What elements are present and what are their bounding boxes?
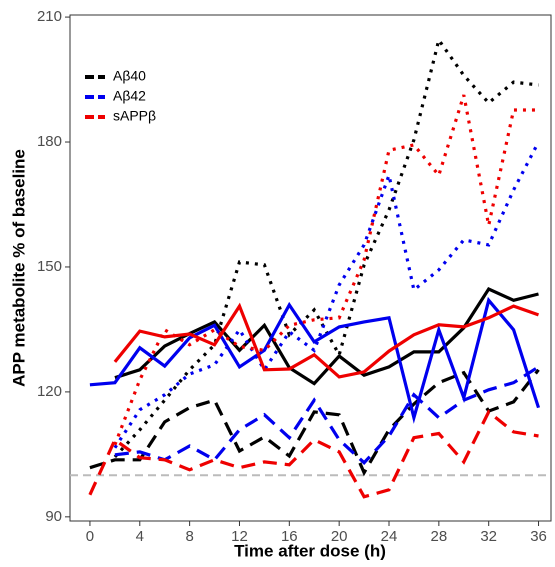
x-tick-label: 12 bbox=[231, 528, 248, 545]
y-tick-label: 210 bbox=[37, 8, 62, 25]
series-line bbox=[89, 296, 541, 424]
series-line bbox=[114, 365, 540, 465]
series-line bbox=[113, 302, 540, 379]
legend-label: Aβ40 bbox=[113, 68, 146, 84]
y-tick-label: 150 bbox=[37, 258, 62, 275]
series-line bbox=[88, 409, 539, 499]
x-tick-label: 0 bbox=[86, 528, 94, 545]
legend-label: Aβ42 bbox=[113, 88, 146, 104]
y-tick-label: 180 bbox=[37, 133, 62, 150]
plot-frame bbox=[69, 14, 552, 522]
y-axis-title: APP metabolite % of baseline bbox=[9, 149, 28, 387]
x-tick-label: 28 bbox=[431, 528, 448, 545]
series-line bbox=[89, 368, 540, 477]
x-tick-label: 20 bbox=[331, 528, 348, 545]
x-tick-label: 8 bbox=[185, 528, 193, 545]
x-tick-label: 36 bbox=[530, 528, 547, 545]
y-tick-label: 120 bbox=[37, 383, 62, 400]
x-axis-title: Time after dose (h) bbox=[234, 541, 386, 560]
x-tick-label: 4 bbox=[136, 528, 144, 545]
x-tick-label: 24 bbox=[381, 528, 398, 545]
legend-label: sAPPβ bbox=[113, 108, 156, 124]
x-tick-label: 32 bbox=[480, 528, 497, 545]
y-tick-label: 90 bbox=[45, 508, 62, 525]
series-line bbox=[113, 36, 539, 458]
series-line bbox=[113, 141, 540, 449]
x-tick-label: 16 bbox=[281, 528, 298, 545]
